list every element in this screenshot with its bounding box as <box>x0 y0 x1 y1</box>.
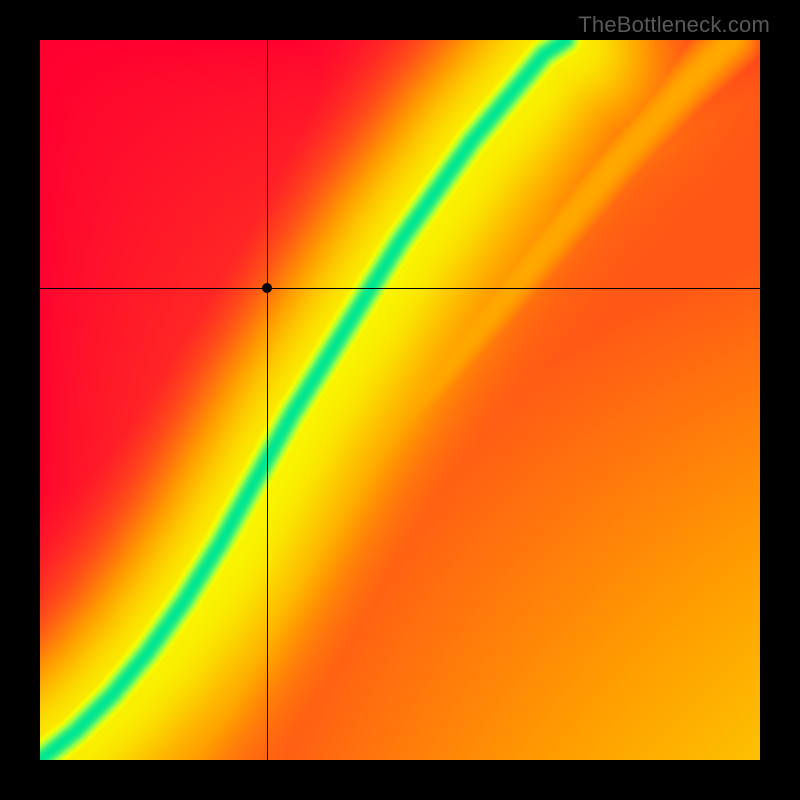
heatmap-plot <box>40 40 760 760</box>
crosshair-vertical <box>267 40 268 760</box>
crosshair-horizontal <box>40 288 760 289</box>
heatmap-canvas <box>40 40 760 760</box>
watermark-text: TheBottleneck.com <box>578 12 770 38</box>
chart-container: TheBottleneck.com <box>0 0 800 800</box>
marker-dot <box>262 283 272 293</box>
